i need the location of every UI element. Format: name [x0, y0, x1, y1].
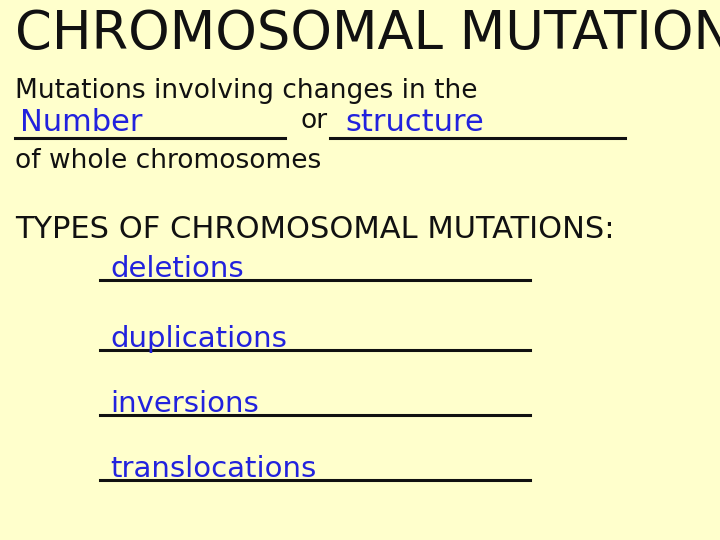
Text: or: or	[300, 108, 327, 134]
Text: deletions: deletions	[110, 255, 243, 283]
Text: TYPES OF CHROMOSOMAL MUTATIONS:: TYPES OF CHROMOSOMAL MUTATIONS:	[15, 215, 614, 244]
Text: duplications: duplications	[110, 325, 287, 353]
Text: of whole chromosomes: of whole chromosomes	[15, 148, 321, 174]
Text: translocations: translocations	[110, 455, 316, 483]
Text: inversions: inversions	[110, 390, 258, 418]
Text: Number: Number	[20, 108, 143, 137]
Text: Mutations involving changes in the: Mutations involving changes in the	[15, 78, 477, 104]
Text: structure: structure	[345, 108, 484, 137]
Text: CHROMOSOMAL MUTATIONS: CHROMOSOMAL MUTATIONS	[15, 8, 720, 60]
